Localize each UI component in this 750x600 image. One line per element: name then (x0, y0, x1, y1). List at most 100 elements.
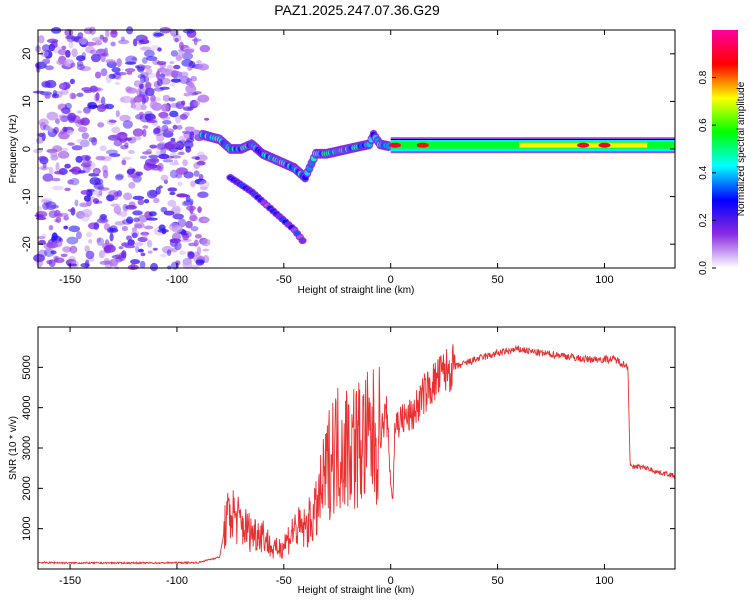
noise-blob (128, 149, 135, 154)
noise-blob (95, 155, 106, 161)
noise-blob (133, 222, 145, 229)
noise-blob (54, 209, 61, 217)
noise-blob (119, 211, 128, 217)
noise-blob (67, 142, 75, 146)
noise-blob (169, 110, 179, 118)
noise-blob (174, 241, 182, 251)
noise-blob (169, 60, 175, 65)
noise-blob (98, 250, 105, 259)
noise-blob (63, 225, 69, 230)
noise-blob (160, 68, 171, 77)
noise-blob (41, 44, 51, 52)
noise-blob (126, 87, 138, 94)
noise-blob (193, 239, 199, 247)
noise-blob (189, 82, 195, 89)
noise-blob (197, 206, 202, 214)
noise-blob (196, 60, 202, 65)
noise-blob (110, 29, 118, 38)
noise-blob (156, 60, 167, 66)
noise-blob (109, 232, 114, 242)
noise-blob (189, 215, 198, 222)
noise-blob (139, 46, 152, 51)
noise-blob (71, 36, 79, 42)
spectrogram-ylabel: Frequency (Hz) (8, 115, 19, 184)
noise-blob (94, 71, 102, 79)
noise-blob (41, 233, 47, 238)
x-tick-label: 0 (388, 274, 394, 286)
noise-blob (160, 206, 168, 213)
noise-blob (160, 147, 167, 156)
noise-blob (187, 65, 193, 71)
noise-blob (37, 205, 42, 213)
noise-blob (109, 258, 119, 267)
noise-blob (162, 159, 174, 163)
noise-blob (69, 245, 78, 254)
noise-blob (93, 169, 100, 175)
noise-blob (157, 47, 162, 52)
noise-blob (43, 242, 53, 250)
noise-blob (171, 205, 181, 213)
noise-blob (160, 174, 169, 182)
noise-blob (127, 239, 135, 246)
noise-blob (125, 204, 137, 210)
noise-blob (80, 117, 90, 126)
noise-blob (142, 128, 147, 138)
noise-blob (175, 141, 185, 151)
noise-blob (181, 200, 190, 207)
noise-blob (102, 52, 109, 57)
noise-blob (145, 81, 152, 91)
noise-blob (56, 59, 67, 66)
noise-blob (110, 203, 120, 207)
noise-blob (185, 194, 191, 203)
noise-blob (106, 227, 115, 234)
noise-blob (96, 237, 105, 246)
noise-blob (181, 130, 191, 135)
noise-blob (176, 125, 183, 130)
noise-blob (186, 250, 194, 256)
noise-blob (80, 212, 91, 222)
snr-axes: -150 -100 -50 0 50 100 1000 2000 3000 4000 5000 (21, 327, 675, 587)
noise-blob (106, 194, 115, 202)
noise-blob (89, 26, 96, 35)
noise-blob (103, 223, 110, 231)
noise-blob (54, 170, 65, 175)
noise-blob (113, 139, 123, 147)
noise-blob (143, 225, 154, 230)
noise-blob (171, 70, 178, 79)
noise-blob (108, 73, 116, 80)
noise-blob (186, 205, 196, 212)
noise-blob (111, 126, 121, 134)
noise-blob (167, 199, 177, 207)
noise-blob (163, 142, 175, 151)
noise-blob (81, 132, 90, 140)
noise-blob (63, 81, 71, 89)
noise-blob (149, 144, 158, 149)
x-tick-label: 0 (388, 575, 394, 587)
noise-blob (58, 48, 67, 56)
noise-blob (132, 210, 143, 216)
noise-blob (179, 113, 188, 120)
noise-blob (160, 253, 167, 258)
x-tick-label: -100 (166, 575, 188, 587)
noise-blob (92, 190, 101, 196)
noise-blob (121, 159, 127, 166)
noise-blob (90, 53, 101, 63)
noise-blob (114, 174, 124, 181)
snr-frame (37, 326, 676, 570)
noise-blob (148, 211, 157, 217)
noise-blob (155, 150, 161, 157)
noise-blob (193, 170, 200, 177)
noise-blob (196, 154, 208, 162)
noise-blob (88, 104, 99, 109)
noise-blob (77, 170, 86, 174)
noise-blob (184, 92, 193, 96)
noise-blob (175, 260, 181, 266)
noise-blob (108, 119, 117, 123)
noise-blob (42, 202, 50, 211)
noise-blob (172, 33, 182, 43)
noise-blob (68, 41, 74, 49)
noise-blob (137, 248, 144, 253)
noise-blob (141, 231, 148, 239)
